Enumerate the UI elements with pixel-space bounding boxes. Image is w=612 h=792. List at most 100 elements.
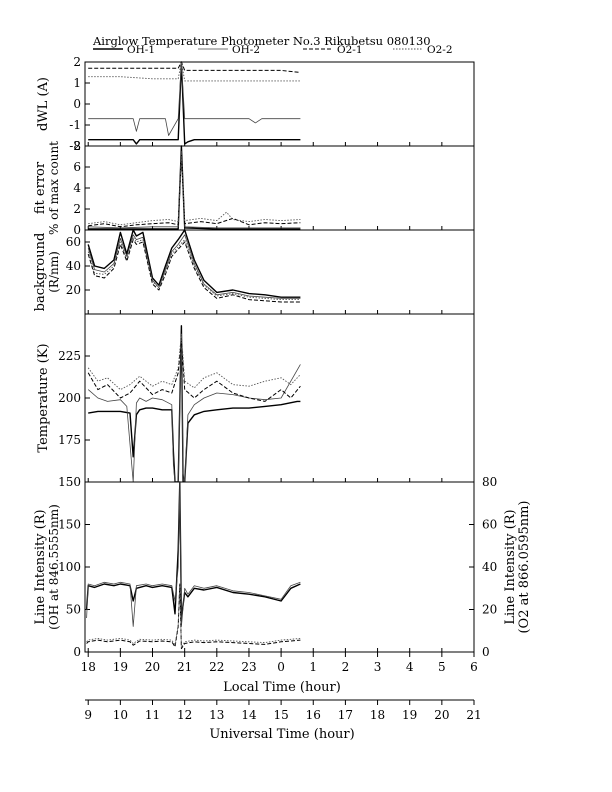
- series-line-oh-1: [88, 325, 301, 482]
- ut-tick-label: 20: [434, 708, 449, 722]
- ut-tick-label: 17: [338, 708, 353, 722]
- series-group: [87, 229, 301, 303]
- y-axis-label: (R/nm): [47, 251, 61, 293]
- local-tick-label: 4: [406, 660, 414, 674]
- y-tick-label: 50: [66, 603, 81, 617]
- ut-tick-label: 13: [209, 708, 224, 722]
- series-line-o2-1: [87, 338, 301, 402]
- y-tick-label: 40: [66, 259, 81, 273]
- y-axis-label: % of max count: [47, 141, 61, 235]
- y-tick-label: 2: [73, 55, 81, 69]
- y-ticks: 225 200 175 150: [58, 349, 90, 489]
- series-line-oh-2: [86, 481, 301, 627]
- series-line-o2-2: [88, 61, 301, 82]
- series-group: [85, 481, 301, 650]
- series-group: [88, 145, 301, 230]
- series-line-o2-2: [86, 583, 301, 649]
- y-ticks: 60 40 20: [66, 235, 90, 297]
- local-tick-label: 0: [277, 660, 285, 674]
- y-tick-label: 0: [73, 97, 81, 111]
- y-ticks: 8 6 4 2 0: [73, 139, 90, 237]
- legend-label-oh-1: OH-1: [127, 44, 155, 56]
- ut-tick-label: 9: [84, 708, 92, 722]
- y-axis-label-right: Line Intensity (R): [503, 509, 518, 624]
- local-tick-label: 21: [177, 660, 192, 674]
- y-tick-label: 100: [58, 560, 81, 574]
- right-y-ticks: 80 60 40 20 0: [469, 475, 497, 659]
- ut-axis-label: Universal Time (hour): [209, 727, 354, 742]
- ut-tick-label: 16: [306, 708, 321, 722]
- ut-tick-label: 15: [273, 708, 288, 722]
- local-tick-label: 1: [309, 660, 317, 674]
- ut-tick-label: 18: [370, 708, 385, 722]
- y-axis-label-right: (O2 at 866.0595nm): [517, 500, 532, 633]
- y-tick-label: 20: [66, 283, 81, 297]
- ut-tick-label: 10: [113, 708, 128, 722]
- series-line-o2-1: [88, 153, 301, 228]
- y-tick-label: 175: [58, 433, 81, 447]
- series-line-oh-1: [88, 61, 301, 145]
- series-line-oh-1: [88, 145, 301, 230]
- y-axis-label: Line Intensity (R): [33, 509, 48, 624]
- panel-frame: [84, 61, 475, 147]
- series-line-o2-2: [87, 236, 301, 301]
- y-tick-label: -1: [69, 118, 81, 132]
- y-tick-label-right: 80: [482, 475, 497, 489]
- series-line-oh-2: [87, 234, 301, 299]
- y-tick-label: 150: [58, 518, 81, 532]
- local-tick-label: 2: [342, 660, 350, 674]
- series-group: [87, 325, 301, 482]
- y-tick-label: 2: [73, 202, 81, 216]
- local-tick-label: 19: [113, 660, 128, 674]
- series-line-oh-2: [88, 61, 301, 136]
- legend: OH-1 OH-2 O2-1 O2-2: [93, 44, 453, 56]
- y-axis-label: (OH at 846.5555nm): [47, 504, 61, 630]
- series-line-oh-1: [87, 229, 301, 298]
- y-axis-label: background: [33, 233, 48, 312]
- ut-tick-label: 11: [145, 708, 160, 722]
- legend-label-o2-1: O2-1: [337, 44, 363, 56]
- local-tick-label: 23: [241, 660, 256, 674]
- series-line-o2-2: [88, 156, 301, 226]
- ut-tick-label: 21: [466, 708, 481, 722]
- y-tick-label-right: 60: [482, 518, 497, 532]
- series-line-o2-2: [87, 333, 301, 391]
- y-tick-label: 225: [58, 349, 81, 363]
- panel-frame: [84, 145, 475, 231]
- local-tick-label: 3: [374, 660, 382, 674]
- local-tick-label: 5: [438, 660, 446, 674]
- local-tick-label: 6: [470, 660, 478, 674]
- series-line-o2-1: [87, 239, 301, 303]
- y-tick-label: 6: [73, 160, 81, 174]
- ut-tick-label: 14: [241, 708, 257, 722]
- chart-title: Airglow Temperature Photometer No.3 Riku…: [92, 34, 431, 48]
- legend-label-o2-2: O2-2: [427, 44, 453, 56]
- y-tick-label: 8: [73, 139, 81, 153]
- series-group: [88, 61, 301, 145]
- y-tick-label: 0: [73, 645, 81, 659]
- y-tick-label: 4: [73, 181, 81, 195]
- ut-tick-label: 19: [402, 708, 417, 722]
- series-line-oh-1: [85, 481, 301, 619]
- y-axis-label: fit error: [33, 161, 48, 214]
- y-axis-label: dWL (A): [36, 77, 51, 131]
- y-tick-label-right: 40: [482, 560, 497, 574]
- y-tick-label-right: 20: [482, 603, 497, 617]
- local-tick-label: 22: [209, 660, 224, 674]
- y-tick-label: -2: [69, 139, 81, 153]
- panel-frame: [84, 481, 475, 653]
- y-tick-label: 0: [73, 223, 81, 237]
- y-tick-label: 200: [58, 391, 81, 405]
- panel-bg: 60 40 20 background (R/nm): [33, 229, 475, 315]
- y-ticks: 150 100 50 0: [58, 518, 90, 659]
- y-tick-label: 150: [58, 475, 81, 489]
- ut-tick-label: 12: [177, 708, 192, 722]
- series-line-oh-2: [88, 150, 301, 229]
- x-axis-ut: 9 10 11 12 13 14 15 16 17 18 19 20 21 Universal Time …: [84, 699, 482, 742]
- y-tick-label: 1: [73, 76, 81, 90]
- panel-temp: 225 200 175 150 Temperature (K): [36, 313, 475, 489]
